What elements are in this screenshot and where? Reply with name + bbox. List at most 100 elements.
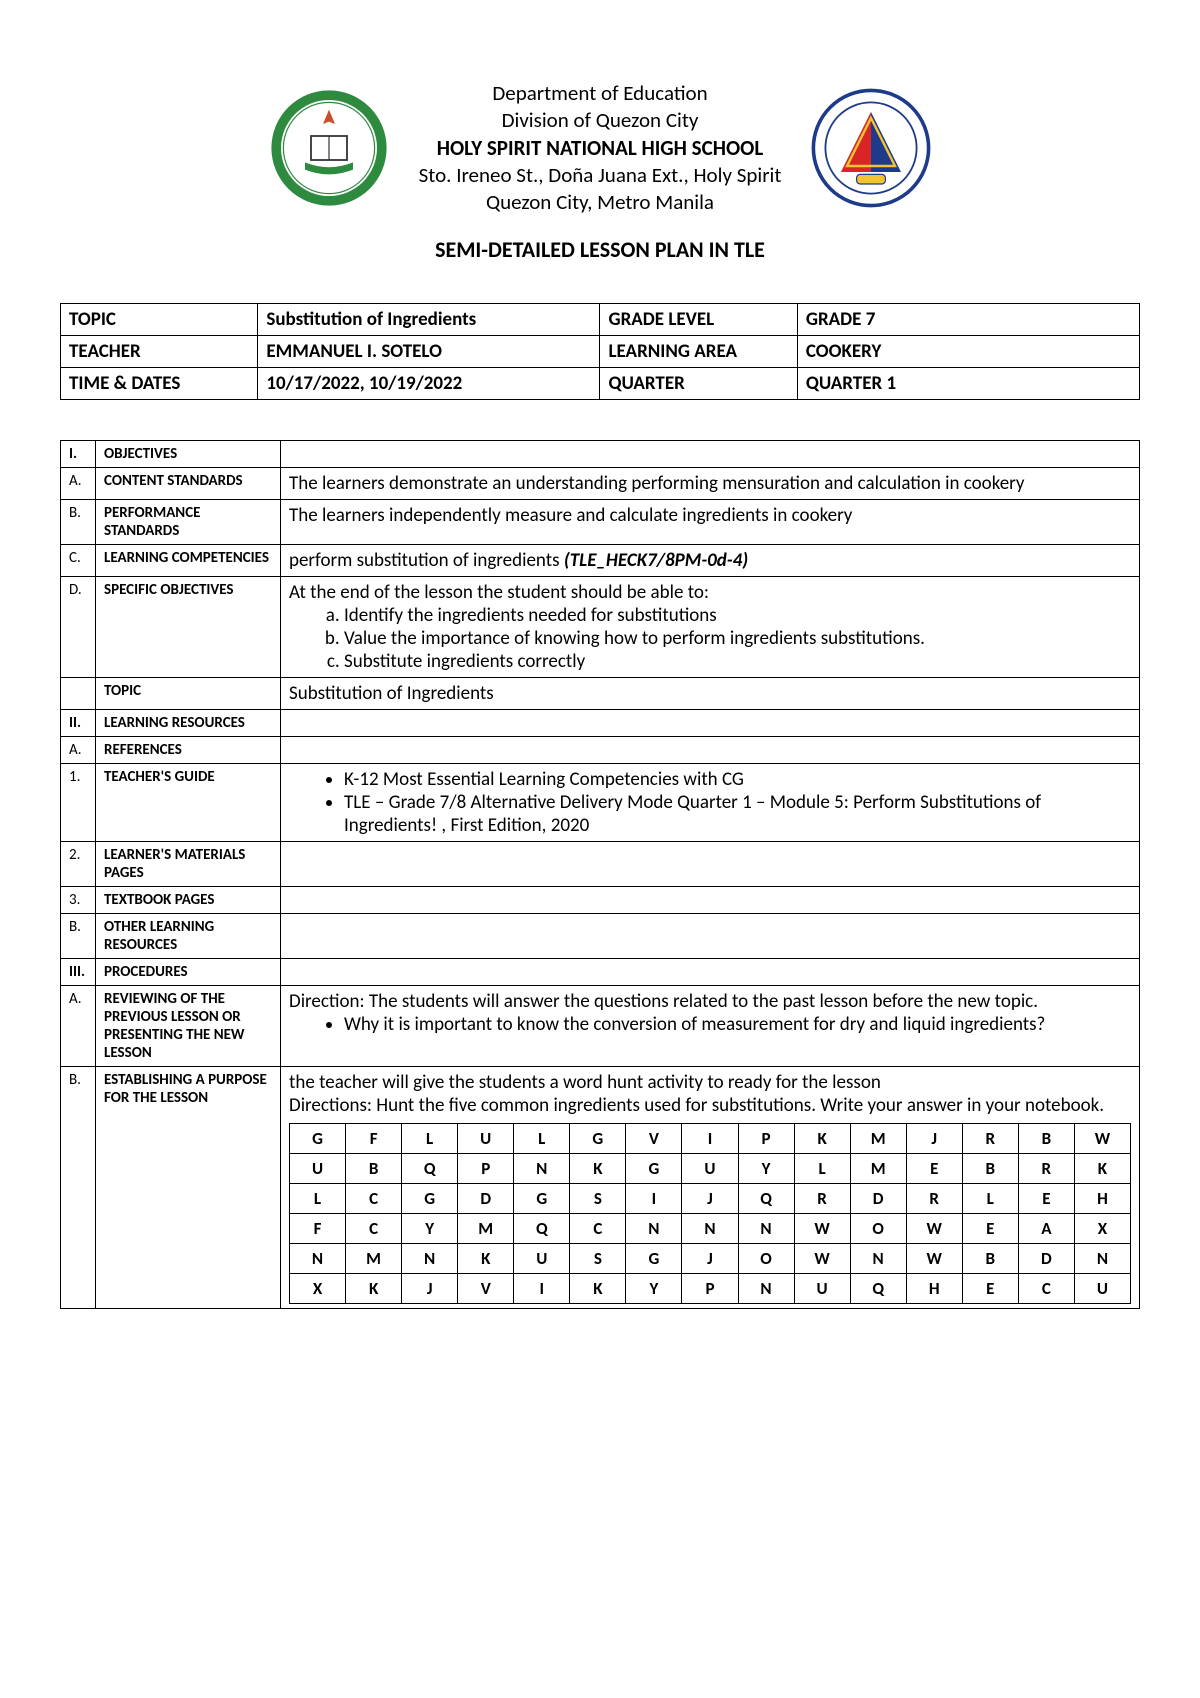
row-num bbox=[61, 678, 96, 710]
row-label: SPECIFIC OBJECTIVES bbox=[96, 577, 281, 678]
word-grid-cell: M bbox=[850, 1124, 906, 1154]
word-grid-cell: Q bbox=[402, 1154, 458, 1184]
objectives-list: Identify the ingredients needed for subs… bbox=[344, 604, 1131, 673]
word-grid-cell: C bbox=[570, 1214, 626, 1244]
word-grid-cell: P bbox=[738, 1124, 794, 1154]
row-content: the teacher will give the students a wor… bbox=[281, 1067, 1140, 1309]
word-grid-cell: N bbox=[514, 1154, 570, 1184]
word-grid-cell: D bbox=[850, 1184, 906, 1214]
word-grid-cell: U bbox=[1074, 1274, 1130, 1304]
row-num: A. bbox=[61, 986, 96, 1067]
row-content: K-12 Most Essential Learning Competencie… bbox=[281, 764, 1140, 842]
word-grid-cell: E bbox=[962, 1274, 1018, 1304]
word-grid-cell: N bbox=[738, 1214, 794, 1244]
row-num: 1. bbox=[61, 764, 96, 842]
word-grid-cell: E bbox=[906, 1154, 962, 1184]
word-grid-cell: N bbox=[850, 1244, 906, 1274]
header-line1: Department of Education bbox=[419, 80, 782, 107]
word-grid-cell: M bbox=[850, 1154, 906, 1184]
word-grid-cell: E bbox=[1018, 1184, 1074, 1214]
section-num: II. bbox=[61, 710, 96, 737]
word-grid-cell: R bbox=[794, 1184, 850, 1214]
row-num: 3. bbox=[61, 887, 96, 914]
guide-item: K-12 Most Essential Learning Competencie… bbox=[344, 768, 1131, 791]
word-grid-cell: K bbox=[570, 1154, 626, 1184]
row-content bbox=[281, 914, 1140, 959]
word-grid-cell: N bbox=[626, 1214, 682, 1244]
word-grid-cell: U bbox=[514, 1244, 570, 1274]
header-line5: Quezon City, Metro Manila bbox=[419, 189, 782, 216]
word-grid-cell: V bbox=[626, 1124, 682, 1154]
row-label: LEARNER'S MATERIALS PAGES bbox=[96, 842, 281, 887]
word-grid-cell: G bbox=[402, 1184, 458, 1214]
word-grid-cell: F bbox=[346, 1124, 402, 1154]
word-grid-cell: L bbox=[402, 1124, 458, 1154]
row-label: PERFORMANCE STANDARDS bbox=[96, 500, 281, 545]
word-grid-cell: J bbox=[682, 1184, 738, 1214]
word-grid-cell: H bbox=[906, 1274, 962, 1304]
row-num: C. bbox=[61, 545, 96, 577]
area-label: LEARNING AREA bbox=[600, 336, 797, 368]
word-grid-cell: B bbox=[962, 1244, 1018, 1274]
word-grid-cell: K bbox=[570, 1274, 626, 1304]
row-content bbox=[281, 842, 1140, 887]
review-list: Why it is important to know the conversi… bbox=[344, 1013, 1131, 1036]
row-label: CONTENT STANDARDS bbox=[96, 468, 281, 500]
purpose-text1: the teacher will give the students a wor… bbox=[289, 1071, 1131, 1094]
word-grid-cell: R bbox=[1018, 1154, 1074, 1184]
school-logo-left bbox=[269, 88, 389, 208]
plan-title: SEMI-DETAILED LESSON PLAN IN TLE bbox=[60, 236, 1140, 263]
objective-item: Identify the ingredients needed for subs… bbox=[344, 604, 1131, 627]
word-grid-cell: N bbox=[402, 1244, 458, 1274]
header-line4: Sto. Ireneo St., Doña Juana Ext., Holy S… bbox=[419, 162, 782, 189]
row-num: B. bbox=[61, 914, 96, 959]
word-grid-cell: K bbox=[794, 1124, 850, 1154]
header-line2: Division of Quezon City bbox=[419, 107, 782, 134]
word-grid-cell: W bbox=[1074, 1124, 1130, 1154]
word-grid-cell: I bbox=[514, 1274, 570, 1304]
word-grid-cell: D bbox=[458, 1184, 514, 1214]
row-label: LEARNING COMPETENCIES bbox=[96, 545, 281, 577]
row-content: Direction: The students will answer the … bbox=[281, 986, 1140, 1067]
word-grid-cell: Y bbox=[402, 1214, 458, 1244]
word-grid-cell: K bbox=[346, 1274, 402, 1304]
word-grid-cell: Q bbox=[514, 1214, 570, 1244]
quarter-value: QUARTER 1 bbox=[797, 368, 1139, 400]
objective-item: Substitute ingredients correctly bbox=[344, 650, 1131, 673]
word-grid-cell: C bbox=[1018, 1274, 1074, 1304]
row-content bbox=[281, 737, 1140, 764]
grade-label: GRADE LEVEL bbox=[600, 304, 797, 336]
word-grid-cell: Q bbox=[738, 1184, 794, 1214]
word-grid-cell: X bbox=[290, 1274, 346, 1304]
word-grid-cell: G bbox=[626, 1154, 682, 1184]
word-grid-cell: D bbox=[1018, 1244, 1074, 1274]
document-header: Department of Education Division of Quez… bbox=[60, 80, 1140, 216]
word-grid-cell: G bbox=[570, 1124, 626, 1154]
row-num: D. bbox=[61, 577, 96, 678]
objective-item: Value the importance of knowing how to p… bbox=[344, 627, 1131, 650]
word-grid-cell: K bbox=[458, 1244, 514, 1274]
word-grid-cell: C bbox=[346, 1184, 402, 1214]
word-grid-cell: M bbox=[346, 1244, 402, 1274]
word-grid-cell: S bbox=[570, 1184, 626, 1214]
word-grid-cell: J bbox=[682, 1244, 738, 1274]
grade-value: GRADE 7 bbox=[797, 304, 1139, 336]
row-content: Substitution of Ingredients bbox=[281, 678, 1140, 710]
lesson-plan-table: I. OBJECTIVES A. CONTENT STANDARDS The l… bbox=[60, 440, 1140, 1309]
section-content bbox=[281, 441, 1140, 468]
info-table: TOPIC Substitution of Ingredients GRADE … bbox=[60, 303, 1140, 400]
word-grid-cell: P bbox=[682, 1274, 738, 1304]
section-num: III. bbox=[61, 959, 96, 986]
word-grid-cell: N bbox=[290, 1244, 346, 1274]
row-content: At the end of the lesson the student sho… bbox=[281, 577, 1140, 678]
row-label: TOPIC bbox=[96, 678, 281, 710]
comp-text: perform substitution of ingredients bbox=[289, 549, 564, 572]
word-grid-cell: R bbox=[962, 1124, 1018, 1154]
word-grid-cell: I bbox=[682, 1124, 738, 1154]
comp-code: (TLE_HECK7/8PM-0d-4) bbox=[564, 549, 748, 572]
guide-item: TLE – Grade 7/8 Alternative Delivery Mod… bbox=[344, 791, 1131, 837]
quarter-label: QUARTER bbox=[600, 368, 797, 400]
word-grid-cell: G bbox=[290, 1124, 346, 1154]
word-grid-cell: E bbox=[962, 1214, 1018, 1244]
teacher-value: EMMANUEL I. SOTELO bbox=[258, 336, 600, 368]
